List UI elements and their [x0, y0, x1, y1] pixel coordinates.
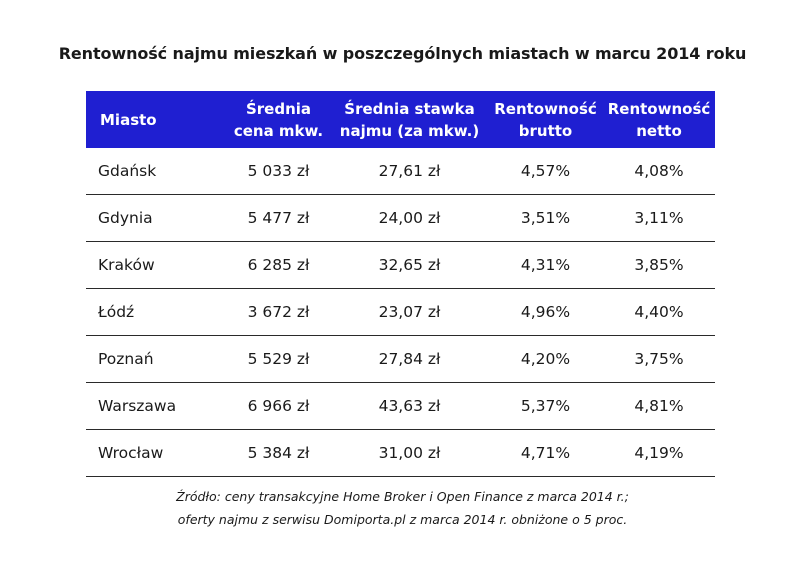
header-avg-price-line-2: cena mkw. — [233, 121, 324, 140]
cell-avg-rent: 23,07 zł — [378, 303, 441, 321]
table-row: Gdynia 5 477 zł 24,00 zł 3,51% 3,11% — [86, 195, 715, 242]
cell-avg-rent: 24,00 zł — [378, 209, 441, 227]
cell-avg-price: 5 033 zł — [247, 162, 310, 180]
cell-avg-rent: 27,84 zł — [378, 350, 441, 368]
cell-city: Wrocław — [98, 444, 164, 462]
cell-city: Kraków — [98, 256, 155, 274]
cell-gross-yield: 4,96% — [520, 303, 571, 321]
cell-avg-rent: 32,65 zł — [378, 256, 441, 274]
cell-city: Warszawa — [98, 397, 177, 415]
header-net-yield-line-2: netto — [636, 121, 682, 140]
cell-net-yield: 3,75% — [634, 350, 684, 368]
header-avg-rent-line-2: najmu (za mkw.) — [339, 121, 480, 140]
rental-yield-table: Miasto Średnia cena mkw. Średnia stawka … — [86, 91, 715, 477]
source-note-line-1: Źródło: ceny transakcyjne Home Broker i … — [176, 489, 629, 504]
cell-net-yield: 3,11% — [634, 209, 684, 227]
cell-gross-yield: 5,37% — [520, 397, 571, 415]
table-title: Rentowność najmu mieszkań w poszczególny… — [58, 44, 747, 63]
header-avg-price-line-1: Średnia — [245, 99, 312, 118]
cell-city: Poznań — [98, 350, 154, 368]
cell-gross-yield: 4,20% — [520, 350, 571, 368]
cell-city: Łódź — [98, 303, 135, 321]
header-gross-yield-line-2: brutto — [518, 121, 573, 140]
table-row: Łódź 3 672 zł 23,07 zł 4,96% 4,40% — [86, 289, 715, 336]
cell-net-yield: 4,40% — [634, 303, 684, 321]
cell-avg-price: 5 477 zł — [247, 209, 310, 227]
cell-gross-yield: 4,31% — [520, 256, 571, 274]
cell-gross-yield: 4,57% — [520, 162, 571, 180]
header-avg-price: Średnia cena mkw. — [226, 98, 331, 142]
table-row: Warszawa 6 966 zł 43,63 zł 5,37% 4,81% — [86, 383, 715, 430]
cell-avg-rent: 31,00 zł — [378, 444, 441, 462]
cell-avg-price: 3 672 zł — [247, 303, 310, 321]
header-net-yield-line-1: Rentowność — [607, 99, 711, 118]
table-row: Poznań 5 529 zł 27,84 zł 4,20% 3,75% — [86, 336, 715, 383]
cell-avg-rent: 43,63 zł — [378, 397, 441, 415]
header-avg-rent: Średnia stawka najmu (za mkw.) — [331, 98, 488, 142]
header-city: Miasto — [86, 109, 226, 131]
cell-avg-price: 5 529 zł — [247, 350, 310, 368]
cell-avg-price: 6 285 zł — [247, 256, 310, 274]
table-row: Gdańsk 5 033 zł 27,61 zł 4,57% 4,08% — [86, 148, 715, 195]
cell-avg-price: 6 966 zł — [247, 397, 310, 415]
header-avg-rent-line-1: Średnia stawka — [344, 99, 475, 118]
cell-gross-yield: 3,51% — [520, 209, 571, 227]
header-gross-yield-line-1: Rentowność — [494, 99, 597, 118]
source-note-line-2: oferty najmu z serwisu Domiporta.pl z ma… — [177, 512, 628, 527]
cell-net-yield: 4,19% — [634, 444, 684, 462]
table-row: Wrocław 5 384 zł 31,00 zł 4,71% 4,19% — [86, 430, 715, 477]
cell-avg-price: 5 384 zł — [247, 444, 310, 462]
cell-city: Gdynia — [98, 209, 153, 227]
cell-city: Gdańsk — [98, 162, 157, 180]
header-net-yield: Rentowność netto — [603, 98, 715, 142]
cell-net-yield: 4,08% — [634, 162, 684, 180]
header-gross-yield: Rentowność brutto — [488, 98, 603, 142]
cell-gross-yield: 4,71% — [520, 444, 571, 462]
table-row: Kraków 6 285 zł 32,65 zł 4,31% 3,85% — [86, 242, 715, 289]
cell-net-yield: 3,85% — [634, 256, 684, 274]
cell-avg-rent: 27,61 zł — [378, 162, 441, 180]
cell-net-yield: 4,81% — [634, 397, 684, 415]
table-header: Miasto Średnia cena mkw. Średnia stawka … — [86, 91, 715, 148]
header-city-line-1: Miasto — [100, 110, 157, 129]
